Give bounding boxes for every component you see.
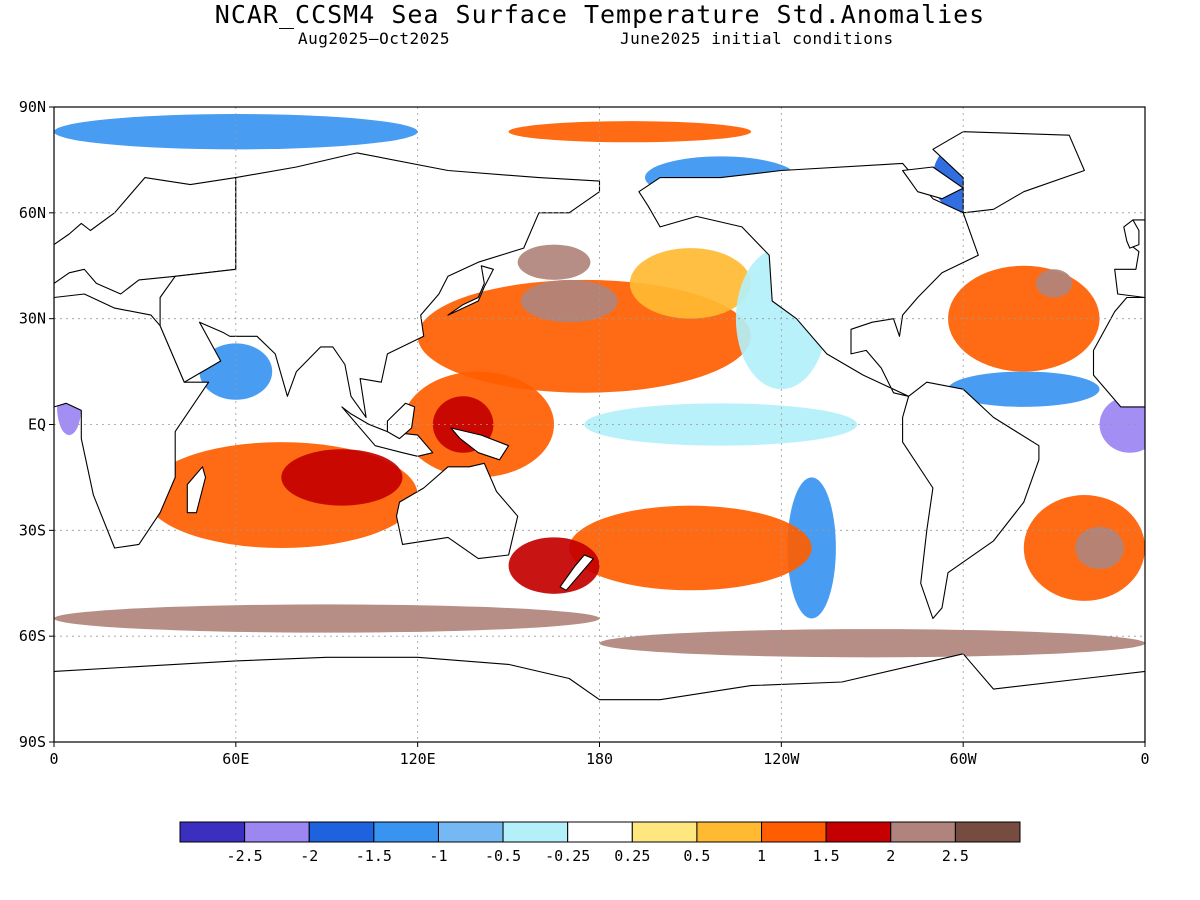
- anomaly-region-10: [281, 449, 403, 506]
- land-japan: [447, 265, 494, 316]
- lon-label: 0: [1140, 750, 1149, 768]
- latitude-labels: 90N 60N 30N EQ 30S 60S 90S: [19, 98, 54, 751]
- colorbar-swatch: [567, 821, 633, 843]
- colorbar-swatch: [890, 821, 956, 843]
- initial-conditions: June2025 initial conditions: [620, 29, 894, 48]
- colorbar: -2.5 -2 -1.5 -1 -0.5 -0.25 0.25 0.5 1 1.5 2 2.5: [179, 821, 1021, 865]
- anomaly-region-1: [520, 279, 618, 323]
- lat-label: 90N: [19, 98, 46, 116]
- lat-label: 90S: [19, 733, 46, 751]
- anomaly-region-12: [948, 265, 1100, 372]
- land-baffin: [902, 166, 964, 200]
- colorbar-label: -0.5: [485, 847, 521, 865]
- colorbar-swatch: [502, 821, 569, 843]
- anomaly-region-19: [508, 537, 600, 594]
- colorbar-swatch: [308, 821, 375, 843]
- map-gridlines: [54, 107, 1145, 742]
- forecast-period: Aug2025—Oct2025: [298, 29, 450, 48]
- colorbar-label: 1.5: [813, 847, 840, 865]
- colorbar-label: 2: [886, 847, 895, 865]
- lon-label: 60W: [950, 750, 978, 768]
- anomaly-region-3: [629, 248, 752, 319]
- colorbar-label: -1: [429, 847, 447, 865]
- lon-label: 60E: [222, 750, 249, 768]
- anomaly-region-18: [569, 505, 812, 591]
- colorbar-label: -1.5: [356, 847, 392, 865]
- colorbar-label: 0.5: [683, 847, 710, 865]
- anomaly-region-23: [508, 121, 752, 143]
- lat-label: 60S: [19, 627, 46, 645]
- lon-label: 0: [49, 750, 58, 768]
- colorbar-label: -0.25: [545, 847, 590, 865]
- longitude-labels: 0 60E 120E 180 120W 60W 0: [49, 742, 1150, 768]
- colorbar-swatch: [373, 821, 439, 843]
- lat-label: EQ: [28, 416, 46, 434]
- colorbar-swatch: [437, 821, 504, 843]
- colorbar-swatch: [696, 821, 763, 843]
- land-africa: [54, 293, 210, 549]
- land-antarctica: [54, 653, 1145, 742]
- land-south-america: [902, 381, 1040, 620]
- colorbar-swatch: [825, 821, 892, 843]
- colorbar-swatch: [761, 821, 827, 843]
- land-asia: [159, 152, 601, 418]
- land-australia: [395, 462, 519, 560]
- lat-label: 30S: [19, 521, 46, 539]
- lon-label: 180: [586, 750, 613, 768]
- colorbar-swatch: [179, 821, 246, 843]
- land-madagascar: [186, 466, 207, 514]
- figure-title: NCAR_CCSM4 Sea Surface Temperature Std.A…: [214, 0, 986, 29]
- land-masses: [54, 131, 1145, 742]
- anomaly-region-14: [948, 371, 1100, 407]
- land-borneo: [386, 402, 416, 440]
- colorbar-label: -2: [300, 847, 318, 865]
- anomaly-region-13: [1035, 269, 1073, 298]
- lon-label: 120E: [400, 750, 436, 768]
- land-uk: [1123, 219, 1140, 249]
- lat-label: 60N: [19, 204, 46, 222]
- colorbar-label: 2.5: [942, 847, 969, 865]
- land-new-guinea: [450, 427, 510, 461]
- map-area: [54, 107, 1145, 742]
- colorbar-label: -2.5: [227, 847, 263, 865]
- anomaly-region-2: [517, 244, 591, 280]
- anomaly-region-20: [54, 604, 600, 633]
- colorbar-label: 0.25: [614, 847, 650, 865]
- anomaly-region-17: [1075, 526, 1124, 570]
- anomaly-region-8: [787, 477, 836, 619]
- colorbar-label: 1: [757, 847, 766, 865]
- lat-label: 30N: [19, 310, 46, 328]
- colorbar-swatch: [954, 821, 1021, 843]
- land-greenland: [932, 131, 1085, 214]
- land-new-zealand: [559, 554, 594, 591]
- anomaly-field: [54, 114, 1145, 658]
- colorbar-swatch: [244, 821, 310, 843]
- colorbar-swatch: [631, 821, 698, 843]
- anomaly-region-21: [599, 629, 1145, 658]
- lon-label: 120W: [763, 750, 800, 768]
